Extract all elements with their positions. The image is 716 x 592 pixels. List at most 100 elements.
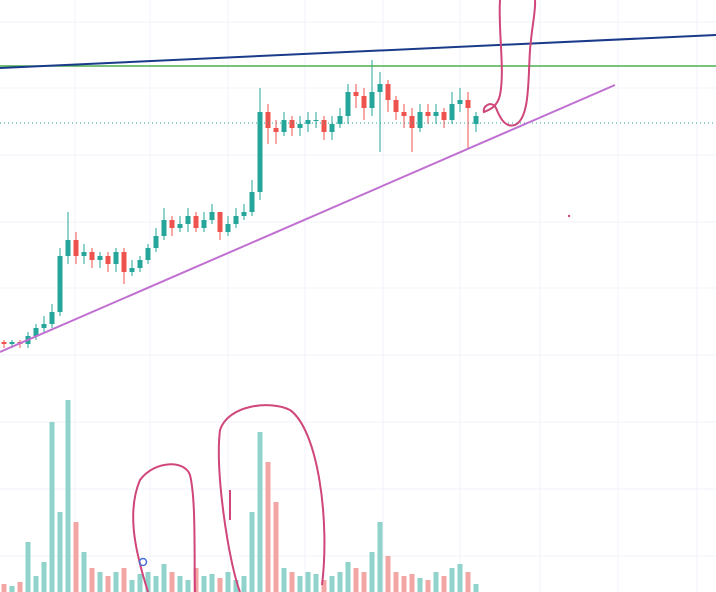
freehand-drawing [482,0,537,127]
candle-body [129,268,135,272]
candle-body [321,120,327,132]
candle-body [41,324,47,328]
candle-body [49,312,55,324]
volume-bar [337,572,343,592]
candle-body [225,224,231,232]
volume-bar [329,576,335,592]
candle-body [401,112,407,116]
volume-bar [249,512,255,592]
candle-body [153,236,159,248]
volume-bar [121,568,127,592]
volume-bar [241,576,247,592]
volume-bar [353,568,359,592]
candle-body [1,342,7,344]
candle-body [417,112,423,128]
volume-bar [217,578,223,592]
volume-bar [273,502,279,592]
volume-bar [17,582,23,592]
candle-body [473,116,479,124]
volume-bar [201,576,207,592]
candle-body [57,256,63,312]
candle-body [217,212,223,232]
candle-body [81,252,87,256]
candle-body [121,252,127,272]
freehand-drawing [217,404,326,592]
volume-bar [473,584,479,592]
volume-pane [1,400,479,592]
candle-body [305,120,311,124]
candle-body [169,220,175,228]
candle-body [297,124,303,128]
volume-bar [153,576,159,592]
candle-body [249,192,255,212]
volume-bar [449,568,455,592]
candle-body [281,120,287,132]
volume-bar [57,512,63,592]
volume-bar [305,572,311,592]
volume-bar [89,568,95,592]
price-pane [1,60,479,348]
candle-body [265,112,271,128]
candle-body [73,240,79,256]
volume-bar [265,462,271,592]
volume-bar [161,564,167,592]
volume-bar [457,564,463,592]
volume-bar [233,580,239,592]
candle-body [113,252,119,264]
trend-line [0,34,716,69]
candle-body [361,96,367,108]
volume-bar [113,572,119,592]
volume-bar [41,562,47,592]
volume-bar [105,576,111,592]
volume-bar [433,572,439,592]
dot [567,214,571,218]
volume-bar [281,568,287,592]
candle-body [9,342,15,344]
volume-bar [25,542,31,592]
candle-body [137,260,143,268]
candle-body [193,216,199,228]
candle-body [177,224,183,228]
candle-body [457,100,463,104]
candle-body [89,252,95,260]
candle-body [185,216,191,224]
volume-bar [297,576,303,592]
volume-bar [225,572,231,592]
candle-body [201,220,207,228]
volume-bar [65,400,71,592]
candle-body [465,100,471,108]
volume-bar [129,580,135,592]
candle-body [289,120,295,128]
candle-body [105,256,111,264]
volume-bar [417,578,423,592]
candle-body [313,120,319,121]
volume-bar [97,572,103,592]
volume-bar [185,580,191,592]
volume-bar [377,522,383,592]
volume-bar [169,572,175,592]
volume-bar [321,580,327,592]
volume-bar [145,572,151,592]
volume-bar [137,574,143,592]
candle-body [161,220,167,236]
volume-bar [401,576,407,592]
volume-bar [1,584,7,592]
volume-bar [177,576,183,592]
volume-bar [73,522,79,592]
candle-body [353,92,359,96]
volume-bar [9,586,15,592]
candle-body [409,116,415,128]
marker [138,557,148,567]
candle-body [241,212,247,216]
volume-bar [33,576,39,592]
candle-body [145,248,151,260]
volume-bar [361,572,367,592]
candle-body [33,328,39,336]
volume-bar [49,422,55,592]
candle-body [273,128,279,132]
candle-body [449,104,455,120]
candle-body [209,212,215,220]
candle-body [369,92,375,108]
